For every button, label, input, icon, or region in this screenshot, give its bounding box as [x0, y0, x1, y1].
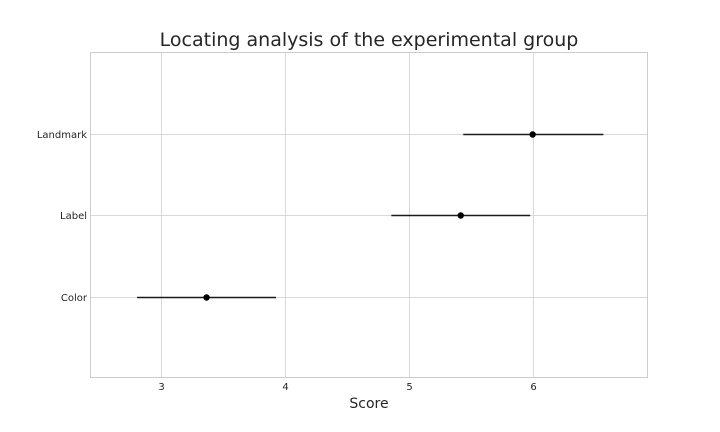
x-tick-label: 6	[530, 382, 536, 393]
x-tick-labels: 3 4 5 6	[158, 382, 536, 393]
x-tick-label: 5	[406, 382, 412, 393]
y-tick-labels: Landmark Label Color	[37, 130, 88, 304]
y-tick-label: Label	[60, 211, 87, 222]
x-axis-label: Score	[349, 396, 388, 412]
y-tick-label: Landmark	[37, 130, 87, 141]
x-tick-label: 4	[282, 382, 288, 393]
y-tick-label: Color	[61, 293, 88, 304]
data-point	[203, 294, 210, 301]
data-marks	[137, 131, 604, 301]
data-point	[457, 212, 464, 219]
chart-title: Locating analysis of the experimental gr…	[160, 29, 579, 51]
x-tick-label: 3	[158, 382, 164, 393]
plot-frame	[90, 52, 648, 378]
data-point	[529, 131, 536, 138]
